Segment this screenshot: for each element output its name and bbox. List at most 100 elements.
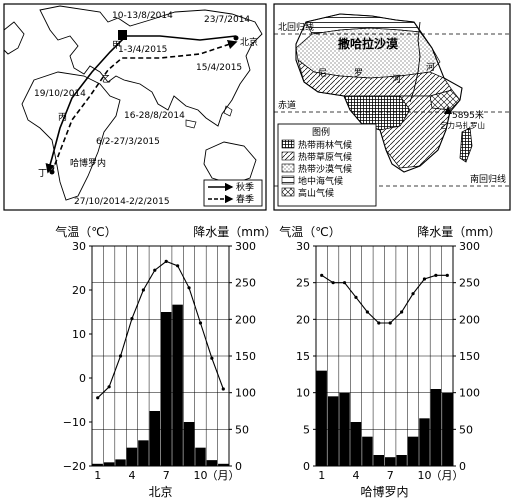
point-ding-label: 丁 bbox=[38, 169, 47, 179]
temperature-point bbox=[320, 273, 324, 277]
precip-tick-label: 100 bbox=[459, 387, 480, 400]
month-tick-label: 1 bbox=[94, 469, 101, 482]
beijing-label: 北京 bbox=[240, 36, 258, 48]
temperature-point bbox=[331, 281, 335, 285]
precip-bar bbox=[339, 392, 350, 466]
spring-route bbox=[51, 39, 238, 173]
temperature-point bbox=[411, 292, 415, 296]
precip-bar bbox=[195, 447, 206, 466]
precip-bar bbox=[350, 422, 362, 466]
precip-bar bbox=[172, 304, 183, 466]
precip-tick-label: 300 bbox=[459, 240, 480, 253]
precip-bar bbox=[396, 455, 407, 466]
temperature-point bbox=[354, 295, 358, 299]
south-tropic-label: 南回归线 bbox=[470, 173, 506, 185]
precip-tick-label: 50 bbox=[459, 423, 473, 436]
precip-tick-label: 0 bbox=[235, 460, 242, 473]
legend-title: 图例 bbox=[312, 126, 330, 138]
temperature-point bbox=[187, 286, 191, 290]
africa-outline bbox=[295, 13, 463, 173]
temp-tick-label: 20 bbox=[296, 313, 310, 326]
station-name: 哈博罗内 bbox=[360, 484, 408, 499]
precip-bar bbox=[419, 418, 430, 466]
date-label: 19/10/2014 bbox=[34, 89, 86, 99]
temperature-point bbox=[96, 396, 100, 400]
precip-tick-label: 0 bbox=[459, 460, 466, 473]
precip-bar bbox=[103, 462, 115, 466]
gaborone-marker bbox=[49, 169, 55, 175]
north-tropic-label: 北回归线 bbox=[278, 21, 314, 33]
savanna-swatch bbox=[281, 151, 295, 161]
kilimanjaro-height: 5895米 bbox=[452, 109, 484, 121]
temperature-point bbox=[422, 277, 427, 281]
date-label: 6/2-27/3/2015 bbox=[96, 137, 160, 147]
precip-bar bbox=[183, 422, 195, 466]
temp-tick-label: 10 bbox=[296, 387, 310, 400]
temperature-point bbox=[445, 273, 449, 277]
precip-bar bbox=[442, 392, 453, 466]
temperature-point bbox=[221, 387, 225, 391]
temp-tick-label: −10 bbox=[63, 416, 86, 429]
africa-climate-map: 北回归线 赤道 南回归线 撒哈拉沙漠 尼 罗 河 河 5895米 乞力马扎罗山 … bbox=[273, 3, 511, 211]
desert-swatch bbox=[281, 163, 295, 173]
precip-bar bbox=[161, 312, 172, 466]
north-america-landmass bbox=[3, 21, 25, 55]
legend-item: 热带雨林气候 bbox=[298, 139, 352, 151]
mediterranean-swatch bbox=[281, 175, 295, 185]
precipitation-axis-title: 降水量（mm） bbox=[193, 225, 276, 239]
precip-bar bbox=[362, 436, 373, 466]
temperature-point bbox=[210, 356, 214, 360]
temperature-point bbox=[141, 288, 145, 292]
date-label: 23/7/2014 bbox=[204, 15, 250, 25]
precip-bar bbox=[316, 370, 327, 466]
temp-tick-label: 0 bbox=[79, 372, 86, 385]
precip-tick-label: 150 bbox=[459, 350, 480, 363]
month-tick-label: 10 bbox=[417, 469, 431, 482]
point-jia-label: 甲 bbox=[112, 40, 121, 51]
temperature-point bbox=[176, 264, 180, 268]
desert-label: 撒哈拉沙漠 bbox=[338, 36, 399, 51]
date-label: 1-3/4/2015 bbox=[118, 45, 167, 55]
temp-tick-label: 30 bbox=[72, 240, 86, 253]
route-legend: 秋季 春季 bbox=[203, 179, 263, 207]
precip-tick-label: 200 bbox=[459, 313, 480, 326]
island-shape bbox=[185, 119, 197, 129]
temperature-point bbox=[365, 310, 369, 314]
gaborone-label: 哈博罗内 bbox=[70, 157, 106, 169]
point-yi-label: 乙 bbox=[102, 74, 111, 85]
route-map: 10-13/8/2014 23/7/2014 北京 1-3/4/2015 15/… bbox=[3, 3, 267, 211]
precip-bar bbox=[92, 463, 103, 466]
temperature-point bbox=[107, 385, 111, 389]
precip-tick-label: 100 bbox=[235, 387, 256, 400]
spring-legend-label: 春季 bbox=[236, 193, 254, 205]
precip-bar bbox=[138, 440, 149, 466]
month-axis-label: （月） bbox=[207, 469, 240, 482]
date-label: 15/4/2015 bbox=[196, 63, 242, 73]
precip-tick-label: 250 bbox=[235, 277, 256, 290]
precip-bar bbox=[115, 459, 126, 466]
temperature-point bbox=[434, 273, 438, 277]
precip-bar bbox=[407, 436, 419, 466]
point-jia-marker bbox=[118, 30, 127, 40]
month-tick-label: 7 bbox=[387, 469, 394, 482]
precip-bar bbox=[126, 447, 138, 466]
equator-label: 赤道 bbox=[278, 99, 296, 111]
point-bing-label: 丙 bbox=[58, 112, 67, 123]
temperature-point bbox=[118, 354, 123, 358]
autumn-route bbox=[45, 35, 237, 174]
legend-item: 热带沙漠气候 bbox=[298, 163, 352, 175]
temp-tick-label: 15 bbox=[296, 350, 310, 363]
ni-label: 尼 bbox=[318, 68, 327, 79]
precip-bar bbox=[327, 396, 339, 466]
beijing-marker bbox=[233, 35, 239, 41]
temperature-point bbox=[377, 321, 381, 325]
station-name: 北京 bbox=[148, 485, 172, 499]
precip-tick-label: 150 bbox=[235, 350, 256, 363]
highland-swatch bbox=[281, 187, 295, 197]
africa-landmass bbox=[21, 71, 121, 201]
temperature-point bbox=[342, 281, 347, 285]
temperature-axis-title: 气温（℃） bbox=[279, 224, 340, 239]
